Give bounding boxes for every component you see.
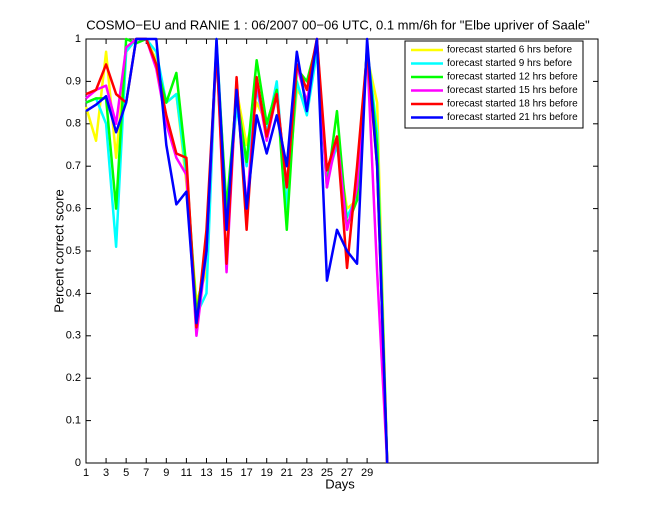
- x-tick-label: 29: [361, 467, 373, 479]
- y-tick-label: 0.1: [66, 415, 81, 427]
- legend-label: forecast started 21 hrs before: [447, 112, 578, 123]
- y-axis-label: Percent correct score: [51, 189, 66, 313]
- x-tick-label: 27: [341, 467, 353, 479]
- legend-label: forecast started 18 hrs before: [447, 99, 578, 110]
- x-tick-label: 11: [181, 467, 192, 479]
- x-tick-label: 19: [261, 467, 273, 479]
- x-tick-label: 3: [103, 467, 109, 479]
- legend-label: forecast started 9 hrs before: [447, 58, 573, 69]
- x-tick-label: 7: [143, 467, 149, 479]
- y-tick-label: 0.6: [66, 203, 81, 215]
- y-tick-label: 0.3: [66, 330, 81, 342]
- x-tick-label: 1: [83, 467, 89, 479]
- legend-label: forecast started 6 hrs before: [447, 45, 573, 56]
- y-tick-label: 1: [75, 33, 81, 45]
- y-tick-label: 0.7: [66, 160, 81, 172]
- y-tick-label: 0.5: [66, 245, 81, 257]
- legend-label: forecast started 12 hrs before: [447, 72, 578, 83]
- y-tick-label: 0.9: [66, 75, 81, 87]
- x-axis-label: Days: [325, 476, 355, 491]
- legend-label: forecast started 15 hrs before: [447, 85, 578, 96]
- x-tick-label: 17: [241, 467, 253, 479]
- x-tick-label: 25: [321, 467, 333, 479]
- x-tick-label: 15: [220, 467, 232, 479]
- y-tick-label: 0.8: [66, 118, 81, 130]
- x-tick-label: 9: [163, 467, 169, 479]
- chart-title: COSMO−EU and RANIE 1 : 06/2007 00−06 UTC…: [86, 17, 590, 32]
- y-tick-label: 0: [75, 457, 81, 469]
- y-tick-label: 0.4: [66, 287, 81, 299]
- series-line: [85, 37, 389, 464]
- x-tick-label: 5: [123, 467, 129, 479]
- x-tick-label: 21: [281, 467, 293, 479]
- x-tick-label: 23: [301, 467, 313, 479]
- y-tick-label: 0.2: [66, 372, 81, 384]
- x-tick-label: 13: [200, 467, 212, 479]
- legend-box: [404, 40, 584, 129]
